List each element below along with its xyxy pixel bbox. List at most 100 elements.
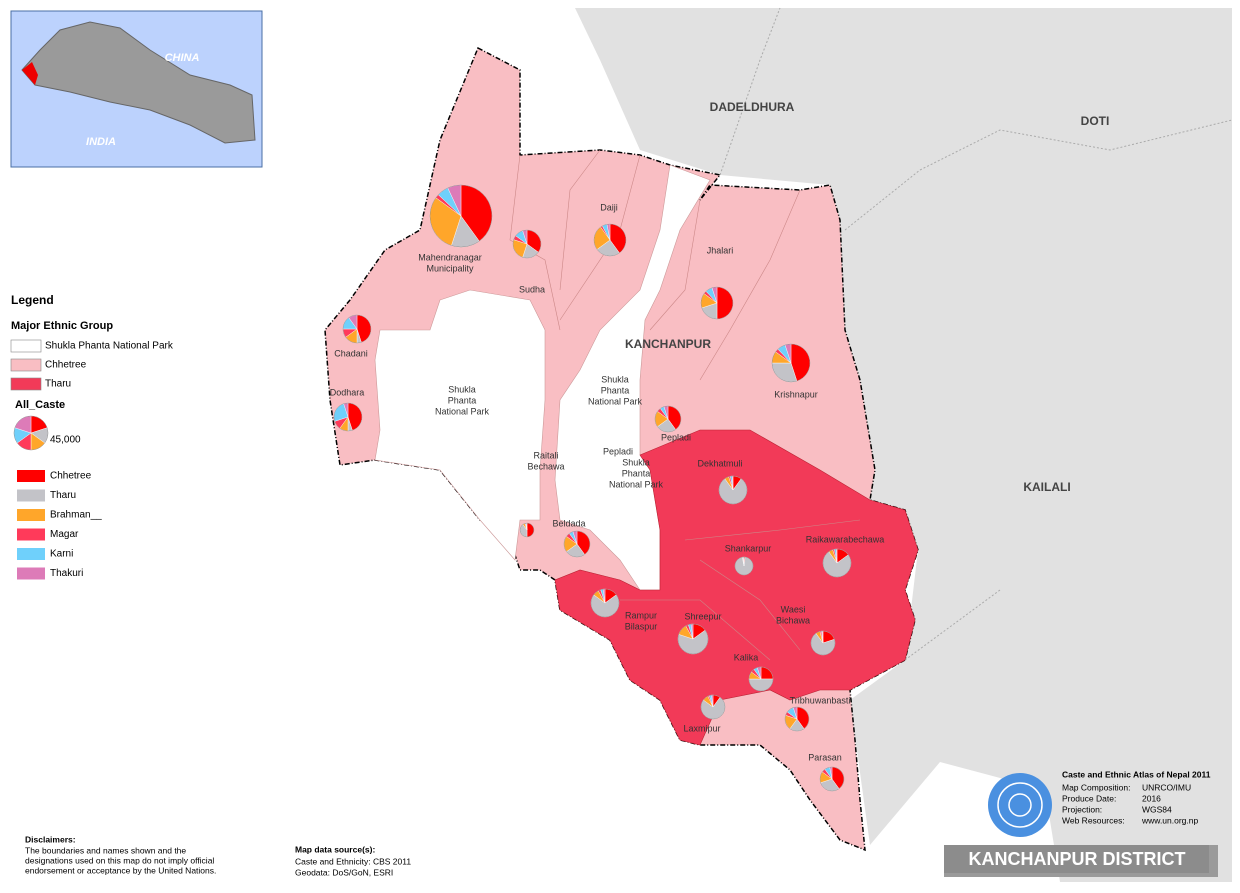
- legend-subtitle: Major Ethnic Group: [11, 320, 113, 332]
- vdc-label: Kalika: [734, 652, 759, 662]
- info-key: Map Composition:: [1062, 782, 1131, 792]
- info-value: 2016: [1142, 793, 1161, 803]
- vdc-label: Rampur: [625, 610, 657, 620]
- legend-size-label: 45,000: [50, 435, 81, 446]
- legend-subtitle: All_Caste: [15, 399, 65, 411]
- neighbor-districts: [575, 8, 1232, 882]
- legend-swatch: [17, 567, 45, 580]
- pie-size: [342, 314, 372, 344]
- pie-size: [512, 229, 542, 259]
- vdc-label: Dodhara: [330, 387, 365, 397]
- legend-label: Brahman__: [50, 510, 102, 521]
- park-label: Pepladi: [603, 446, 633, 456]
- vdc-label: Raitali: [533, 450, 558, 460]
- info-title: Caste and Ethnic Atlas of Nepal 2011: [1062, 769, 1211, 779]
- region-label: KANCHANPUR: [625, 337, 711, 351]
- inset-highlight: [22, 62, 38, 85]
- legend-label: Shukla Phanta National Park: [45, 341, 174, 352]
- legend-swatch: [10, 339, 42, 353]
- legend-label: Chhetree: [45, 360, 87, 371]
- pie-size: [771, 343, 811, 383]
- pie-size: [590, 588, 620, 618]
- legend-label: Magar: [50, 529, 79, 540]
- info-value: UNRCO/IMU: [1142, 782, 1191, 792]
- legend-swatch: [17, 509, 45, 521]
- vdc-label: Krishnapur: [774, 389, 818, 399]
- vdc-label: Parasan: [808, 752, 842, 762]
- sources-title: Map data source(s):: [295, 844, 375, 854]
- pie-size: [822, 548, 852, 578]
- vdc-label: Beldada: [552, 518, 585, 528]
- park-label: Phanta: [448, 395, 477, 405]
- district-boundary: [719, 7, 1233, 661]
- vdc-label: Shreepur: [684, 611, 721, 621]
- un-logo: [1008, 793, 1032, 817]
- legend-swatch: [17, 489, 45, 502]
- park-label: Phanta: [622, 468, 651, 478]
- vdc-label: Pepladi: [661, 432, 691, 442]
- park-label: National Park: [435, 406, 490, 416]
- pie-size: [700, 286, 734, 320]
- vdc-label: Laxmipur: [683, 723, 720, 733]
- pie-size: [810, 630, 836, 656]
- pie-size: [819, 766, 845, 792]
- vdc-label: Shankarpur: [725, 543, 772, 553]
- vdc-label: Dekhatmuli: [697, 458, 742, 468]
- legend-swatch: [17, 528, 45, 541]
- vdc-label: Mahendranagar: [418, 252, 482, 262]
- region-label: DOTI: [1081, 114, 1110, 128]
- legend-swatch: [10, 358, 42, 372]
- pie-size: [429, 184, 493, 248]
- vdc-label: Sudha: [519, 284, 545, 294]
- pie-size: [734, 556, 754, 576]
- park-label: Phanta: [601, 385, 630, 395]
- vdc-label: Jhalari: [707, 245, 734, 255]
- pie-size: [593, 223, 627, 257]
- vdc-label: Waesi: [781, 604, 806, 614]
- pie-size: [13, 415, 49, 451]
- info-key: Produce Date:: [1062, 793, 1116, 803]
- park-label: National Park: [588, 396, 643, 406]
- vdc-label: Municipality: [426, 263, 474, 273]
- info-key: Projection:: [1062, 804, 1102, 814]
- pie-size: [333, 402, 363, 432]
- legend-label: Chhetree: [50, 471, 92, 482]
- legend-swatch: [10, 377, 42, 391]
- pie-size: [563, 530, 591, 558]
- legend-label: Thakuri: [50, 568, 83, 579]
- legend-label: Tharu: [50, 490, 76, 501]
- pie-size: [700, 694, 726, 720]
- pie-size: [654, 405, 682, 433]
- info-key: Web Resources:: [1062, 815, 1125, 825]
- vdc-label: Bichawa: [776, 615, 810, 625]
- disclaimer-line: designations used on this map do not imp…: [25, 855, 214, 865]
- disclaimer-line: endorsement or acceptance by the United …: [25, 865, 216, 875]
- legend-swatch: [17, 470, 45, 482]
- info-value: www.un.org.np: [1141, 815, 1198, 825]
- pie-size: [718, 475, 748, 505]
- legend-swatch: [17, 548, 45, 560]
- park-label: Shukla: [622, 457, 650, 467]
- un-logo: [997, 782, 1043, 828]
- footer-title: KANCHANPUR DISTRICT: [969, 849, 1186, 869]
- inset-label: CHINA: [165, 52, 200, 64]
- vdc-label: Tribhuwanbasti: [790, 695, 851, 705]
- vdc-label: Bechawa: [527, 461, 564, 471]
- pie-size: [784, 706, 810, 732]
- vdc-label: Chadani: [334, 348, 368, 358]
- vdc-label: Bilaspur: [625, 621, 658, 631]
- pie-size: [519, 522, 535, 538]
- sources-line: Caste and Ethnicity: CBS 2011: [295, 856, 411, 866]
- legend-label: Karni: [50, 549, 73, 560]
- info-value: WGS84: [1142, 804, 1172, 814]
- disclaimer-line: The boundaries and names shown and the: [25, 845, 186, 855]
- park-label: National Park: [609, 479, 664, 489]
- region-label: KAILALI: [1023, 480, 1070, 494]
- national-park: [374, 289, 546, 561]
- legend-label: Tharu: [45, 379, 71, 390]
- disclaimer-title: Disclaimers:: [25, 834, 76, 844]
- park-label: Shukla: [448, 384, 476, 394]
- inset-label: INDIA: [86, 136, 116, 148]
- pie-size: [748, 666, 774, 692]
